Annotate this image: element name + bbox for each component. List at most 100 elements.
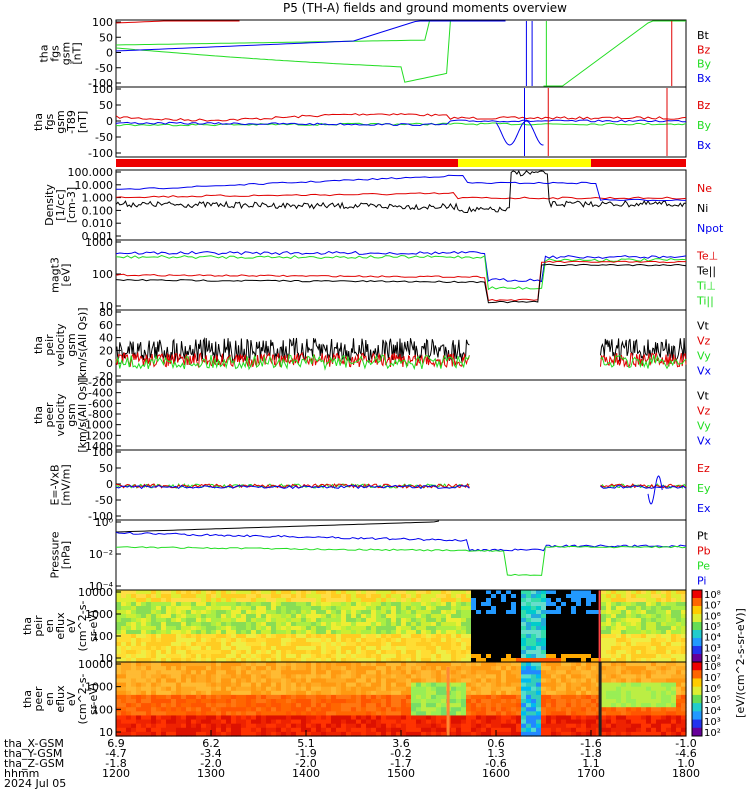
y-axis-label-line: peer <box>32 686 45 712</box>
series-bz <box>115 20 240 24</box>
y-axis-label-line: eV <box>65 618 78 633</box>
x-tick-label: 1.0 <box>677 757 695 770</box>
x-tick-label: 3.6 <box>392 737 410 750</box>
series-ex <box>600 484 687 489</box>
y-tick-label: -20 <box>95 370 113 383</box>
y-axis-label: thafgsgsm[nT] <box>38 42 84 65</box>
y-tick-label: 80 <box>99 306 113 319</box>
y-axis-label: Pressure[nPa] <box>49 531 73 578</box>
y-tick-label: 0.010 <box>82 217 114 230</box>
y-tick-label: 100 <box>92 83 113 96</box>
colorbar-segment <box>692 654 702 663</box>
colorbar-segment <box>692 719 702 729</box>
y-tick-label: 50 <box>99 31 113 44</box>
colorbar-segment <box>692 630 702 639</box>
y-axis-label-line: [km/s(All Qs)] <box>76 377 89 452</box>
y-tick-label: 0 <box>106 478 113 491</box>
panel-temperature: 1000 100 10 magt3[eV] Te⊥ Te|| Ti⊥ Ti|| <box>49 236 719 313</box>
y-axis-label-line: tha <box>21 617 34 635</box>
y-tick-label: -1200 <box>81 429 113 442</box>
colorbar-tick-label: 10³ <box>704 643 721 654</box>
legend-bz: Bz <box>697 43 711 56</box>
panel-pressure: 10⁰ 10⁻² 10⁻⁴ Pressure[nPa] Pt Pb Pe Pi <box>49 516 711 593</box>
y-axis-label-line: tha <box>32 336 45 354</box>
x-tick-label: -1.9 <box>295 747 316 760</box>
colorbar-segment <box>692 638 702 647</box>
series <box>115 337 687 371</box>
x-tick-label: -0.2 <box>390 747 411 760</box>
y-axis-label-line: [nPa] <box>60 541 73 569</box>
y-axis-label-line: gsm <box>65 403 78 426</box>
y-axis-label: thapeirenefluxeV(cm^2-s-sr-eV) <box>21 601 100 652</box>
y-tick-label: 1000 <box>85 608 113 621</box>
colorbar-tick-label: 10⁴ <box>704 633 721 644</box>
legend-vx: Vx <box>697 435 712 448</box>
y-axis-label-line: gsm <box>60 42 73 65</box>
legend-vy: Vy <box>697 350 711 363</box>
series-ez <box>116 482 470 489</box>
colorbar-frame <box>691 661 703 737</box>
series-by <box>115 122 687 127</box>
colorbar-segment <box>692 606 702 615</box>
panel-peir-en-eflux: 10000100010010thapeirenefluxeV(cm^2-s-sr… <box>21 586 687 665</box>
panel-fgs-t89: 100 50 0 -50 -100 thafgsgsm-T89[nT] Bz By Bx <box>32 83 712 160</box>
panel-frame <box>115 309 687 381</box>
y-axis-label-line: tha <box>21 690 34 708</box>
colorbar-segment <box>692 614 702 623</box>
y-axis-label-line: Pressure <box>49 531 62 578</box>
y-axis-label: thapeirvelocitygsm[km/s(All Qs)] <box>32 307 89 382</box>
x-tick-label: 0.6 <box>487 737 505 750</box>
x-tick-label: -1.8 <box>105 757 126 770</box>
y-axis-label-line: Density <box>43 184 56 226</box>
y-tick-label: -50 <box>95 494 113 507</box>
x-tick-label: -3.4 <box>200 747 221 760</box>
y-axis-label-line: gsm <box>65 333 78 356</box>
y-axis-label-line: [1/cc] <box>54 189 67 220</box>
y-tick-label: 100.000 <box>68 166 114 179</box>
colorbar-tick-label: 10³ <box>704 717 721 728</box>
y-axis-label-line: gsm <box>54 110 67 133</box>
series-ni <box>115 170 686 213</box>
legend-by: By <box>697 119 712 132</box>
legend-bt: Bt <box>697 29 710 42</box>
y-tick-label: -1400 <box>81 440 113 453</box>
x-tick-label: 6.9 <box>107 737 125 750</box>
colorbar-segment <box>692 711 702 721</box>
colorbar-tick-label: 10⁵ <box>704 622 721 633</box>
x-tick-label: -2.0 <box>200 757 221 770</box>
y-axis-label-line: peer <box>43 402 56 428</box>
legend-by: By <box>697 58 712 71</box>
legend-ne: Ne <box>697 182 712 195</box>
x-row-label: hhmm <box>4 767 39 780</box>
legend-bz: Bz <box>697 99 711 112</box>
legend-vz: Vz <box>697 405 711 418</box>
series-pe <box>115 545 687 576</box>
colorbar-tick-label: 10⁶ <box>704 611 721 622</box>
x-tick-label: -4.7 <box>105 747 126 760</box>
y-axis-label: Density[1/cc][cm-3] <box>43 184 78 226</box>
y-axis-label-line: [eV] <box>60 264 73 287</box>
y-axis-label-line: tha <box>32 406 45 424</box>
y-tick-label: -400 <box>88 387 113 400</box>
x-tick-label: -1.6 <box>580 737 601 750</box>
x-tick-label: 1500 <box>387 767 415 780</box>
y-tick-label: 10⁻⁴ <box>89 580 114 593</box>
colorbar-tick-label: 10⁷ <box>704 601 721 612</box>
y-tick-label: -600 <box>88 397 113 410</box>
y-axis-label-line: tha <box>38 44 51 62</box>
series-vz <box>115 351 470 369</box>
series-bx <box>115 119 687 127</box>
y-tick-label: -1000 <box>81 419 113 432</box>
panel-frame <box>115 519 687 591</box>
y-tick-label: 1000 <box>85 236 113 249</box>
series-ex-burst <box>647 475 663 505</box>
legend-pi: Pi <box>697 575 706 588</box>
panel-efield: 100 50 0 -50 -100 E=-VxB[mV/m] Ez Ey Ex <box>49 446 711 523</box>
series-ti-perp <box>115 250 687 283</box>
plot-title: P5 (TH-A) fields and ground moments over… <box>283 1 567 15</box>
colorbar-segment <box>692 662 702 671</box>
y-axis-label-line: -T89 <box>65 110 78 134</box>
